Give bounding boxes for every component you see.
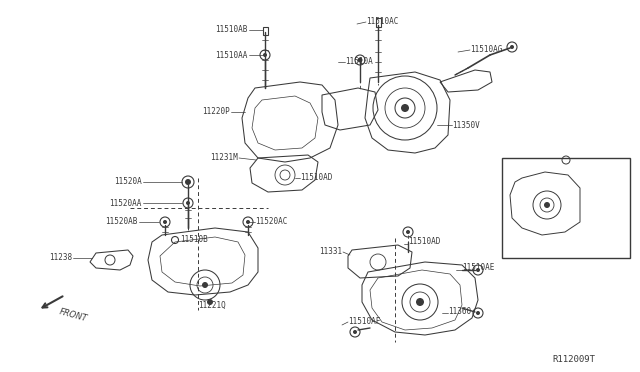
Text: 11220P: 11220P <box>202 108 230 116</box>
Text: 11510AF: 11510AF <box>348 317 380 327</box>
Circle shape <box>416 298 424 306</box>
Bar <box>376 18 381 27</box>
Text: 11231M: 11231M <box>211 154 238 163</box>
Bar <box>502 158 630 258</box>
Text: 11238: 11238 <box>49 253 72 263</box>
Circle shape <box>544 202 550 208</box>
Text: 11520AC: 11520AC <box>255 218 287 227</box>
Circle shape <box>186 201 190 205</box>
Circle shape <box>353 330 357 334</box>
Text: 11510AE: 11510AE <box>462 263 494 273</box>
Bar <box>262 27 268 35</box>
Circle shape <box>263 53 267 57</box>
Text: 11520AB: 11520AB <box>106 218 138 227</box>
Text: 11510A: 11510A <box>345 58 372 67</box>
Text: R112009T: R112009T <box>552 356 595 365</box>
Circle shape <box>401 104 409 112</box>
Text: 11331: 11331 <box>319 247 342 257</box>
Text: 11221Q: 11221Q <box>198 301 226 310</box>
Text: 11B00N: 11B00N <box>582 214 610 222</box>
Text: 11510AD: 11510AD <box>300 173 332 183</box>
Text: 11510B: 11510B <box>180 235 208 244</box>
Text: 11350V: 11350V <box>452 121 480 129</box>
Circle shape <box>185 179 191 185</box>
Circle shape <box>510 45 514 49</box>
Text: FRONT: FRONT <box>58 307 88 323</box>
Circle shape <box>202 282 208 288</box>
Circle shape <box>207 299 213 305</box>
Circle shape <box>406 230 410 234</box>
Text: 11520A: 11520A <box>115 177 142 186</box>
Text: 11510AD: 11510AD <box>408 237 440 247</box>
Circle shape <box>476 311 480 315</box>
Text: 11510AB: 11510AB <box>216 26 248 35</box>
Circle shape <box>476 268 480 272</box>
Text: 11510AG: 11510AG <box>470 45 502 55</box>
Circle shape <box>358 58 362 62</box>
Circle shape <box>163 220 167 224</box>
Text: 11510AA: 11510AA <box>216 51 248 60</box>
Text: 11360: 11360 <box>448 308 471 317</box>
Text: 11520AA: 11520AA <box>109 199 142 208</box>
Circle shape <box>246 220 250 224</box>
Text: 11510AC: 11510AC <box>366 17 398 26</box>
